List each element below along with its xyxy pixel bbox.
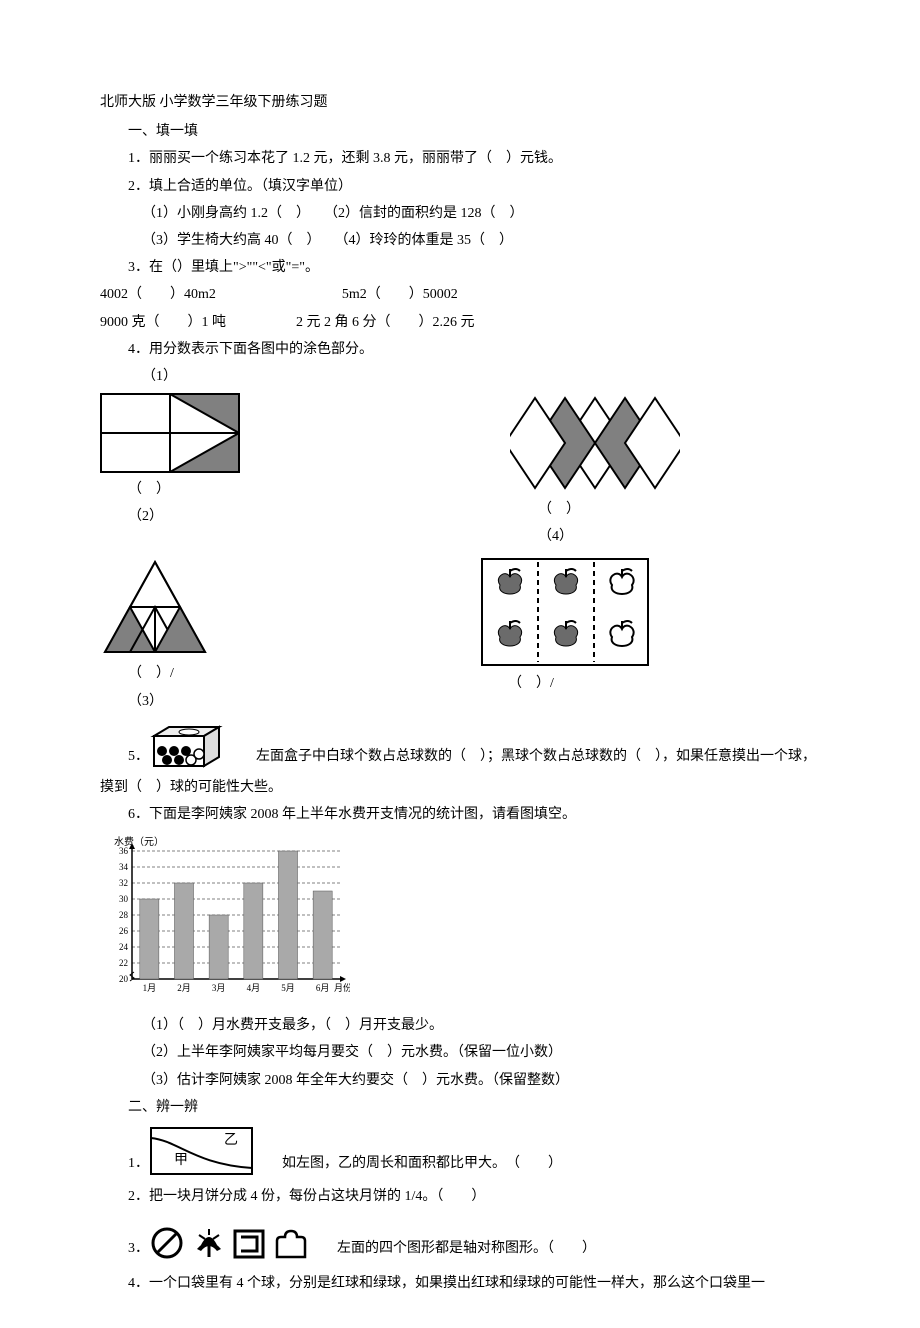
svg-text:1月: 1月	[143, 983, 157, 993]
q5-text1: 左面盒子中白球个数占总球数的（ ）；黑球个数占总球数的（ ），如果任意摸出一个球…	[228, 744, 816, 769]
figure-q4-1	[100, 393, 240, 473]
q2: 2．填上合适的单位。（填汉字单位）	[100, 174, 820, 199]
s2-q1-text: 如左图，乙的周长和面积都比甲大。 （ ）	[254, 1151, 562, 1176]
svg-text:32: 32	[119, 878, 128, 888]
figure-jia-yi: 甲 乙	[149, 1126, 254, 1176]
figure-q4-right1	[510, 393, 680, 493]
q2-2: （3）学生椅大约高 40（ ） （4）玲玲的体重是 35（ ）	[100, 228, 820, 253]
q5-text2: 摸到（ ）球的可能性大些。	[100, 775, 820, 800]
q4-1-answer: （ ）	[100, 477, 240, 502]
svg-text:月份: 月份	[334, 982, 350, 993]
svg-text:2月: 2月	[177, 983, 191, 993]
q4: 4．用分数表示下面各图中的涂色部分。	[100, 337, 820, 362]
svg-text:34: 34	[119, 862, 129, 872]
svg-text:20: 20	[119, 974, 129, 984]
q4-4-label: （4）	[510, 524, 680, 549]
s2-q1-num: 1．	[100, 1151, 149, 1176]
svg-text:5月: 5月	[281, 983, 295, 993]
svg-text:28: 28	[119, 910, 129, 920]
svg-text:24: 24	[119, 942, 129, 952]
q3-line1: 4002（ ）40m2 5m2（ ）50002	[100, 282, 820, 307]
yi-label: 乙	[224, 1132, 238, 1148]
figure-q4-apples	[480, 557, 650, 667]
figure-q4-2	[100, 557, 210, 657]
q1: 1．丽丽买一个练习本花了 1.2 元，还剩 3.8 元，丽丽带了（ ）元钱。	[100, 146, 820, 171]
q6: 6．下面是李阿姨家 2008 年上半年水费开支情况的统计图，请看图填空。	[100, 802, 820, 827]
q4-4-answer: （ ）/	[480, 671, 650, 696]
s2-q4: 4．一个口袋里有 4 个球，分别是红球和绿球，如果摸出红球和绿球的可能性一样大，…	[100, 1271, 820, 1296]
q5-num: 5．	[100, 744, 149, 769]
q6-3: （3）估计李阿姨家 2008 年全年大约要交（ ）元水费。（保留整数）	[100, 1068, 820, 1093]
q4-1-label: （1）	[100, 364, 820, 389]
svg-text:26: 26	[119, 926, 129, 936]
s2-q3-num: 3．	[100, 1236, 149, 1261]
section2-heading: 二、辨一辨	[100, 1095, 820, 1120]
s2-q2: 2．把一块月饼分成 4 份，每份占这块月饼的 1/4。（ ）	[100, 1184, 820, 1209]
figure-box-balls	[149, 724, 224, 769]
q2-1: （1）小刚身高约 1.2（ ） （2）信封的面积约是 128（ ）	[100, 201, 820, 226]
s2-q3-text: 左面的四个图形都是轴对称图形。（ ）	[309, 1236, 596, 1261]
svg-text:6月: 6月	[316, 983, 330, 993]
jia-label: 甲	[174, 1153, 188, 1168]
svg-text:3月: 3月	[212, 983, 226, 993]
q6-1: （1）（ ）月水费开支最多，（ ）月开支最少。	[100, 1013, 820, 1038]
q4-2-answer: （ ）/	[100, 661, 210, 686]
water-fee-chart: 水费（元）2022242628303234361月2月3月4月5月6月月份	[100, 833, 350, 1003]
q3: 3．在（）里填上">""<"或"="。	[100, 255, 820, 280]
svg-text:30: 30	[119, 894, 129, 904]
q4-2-label: （2）	[100, 504, 240, 529]
figure-four-shapes	[149, 1225, 309, 1261]
q3-line2: 9000 克（ ）1 吨 2 元 2 角 6 分（ ）2.26 元	[100, 310, 820, 335]
q4-right1-answer: （ ）	[510, 497, 680, 522]
document-title: 北师大版 小学数学三年级下册练习题	[100, 90, 820, 115]
q6-2: （2）上半年李阿姨家平均每月要交（ ）元水费。（保留一位小数）	[100, 1040, 820, 1065]
q4-3-label: （3）	[100, 689, 210, 714]
svg-text:36: 36	[119, 846, 129, 856]
svg-text:22: 22	[119, 958, 128, 968]
svg-text:4月: 4月	[247, 983, 261, 993]
section1-heading: 一、填一填	[100, 119, 820, 144]
